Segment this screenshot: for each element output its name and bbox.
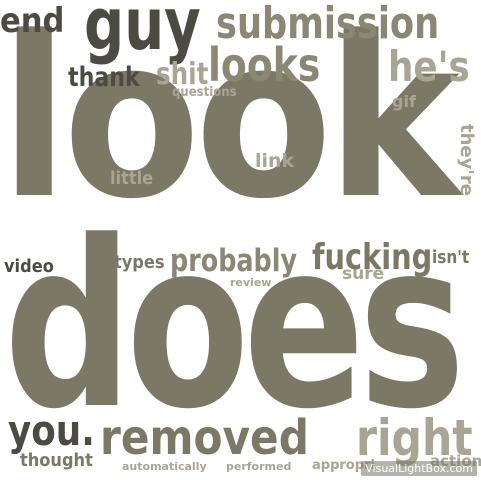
word-gif: gif bbox=[392, 92, 416, 111]
word-types: types bbox=[114, 252, 165, 273]
word-right: right bbox=[356, 409, 473, 467]
word-hes: he's bbox=[388, 42, 470, 91]
word-submission: submission bbox=[216, 0, 440, 49]
word-probably: probably bbox=[170, 243, 298, 279]
word-performed: performed bbox=[226, 460, 292, 473]
word-questions: questions bbox=[172, 85, 237, 100]
watermark: VisualLightBox.com bbox=[361, 461, 477, 476]
word-link: link bbox=[255, 150, 295, 172]
word-video: video bbox=[4, 256, 54, 277]
word-isnt: isn't bbox=[432, 247, 470, 268]
word-removed: removed bbox=[100, 410, 309, 466]
word-does: does bbox=[4, 193, 465, 460]
word-looks: looks bbox=[208, 38, 321, 92]
word-thought: thought bbox=[20, 450, 93, 471]
word-automatically: automatically bbox=[122, 460, 207, 473]
word-end: end bbox=[0, 1, 65, 41]
word-sure: sure bbox=[342, 264, 385, 284]
word-little: little bbox=[110, 168, 154, 189]
word-review: review bbox=[230, 276, 272, 289]
word-appropriate: appropri bbox=[312, 458, 375, 473]
word-theyre: they're bbox=[456, 124, 477, 196]
word-look: look bbox=[0, 0, 460, 248]
word-shit: shit bbox=[156, 57, 209, 92]
word-thank: thank bbox=[68, 62, 140, 93]
word-you: you. bbox=[8, 406, 95, 455]
word-guy: guy bbox=[84, 0, 201, 66]
word-fucking: fucking bbox=[312, 237, 433, 278]
